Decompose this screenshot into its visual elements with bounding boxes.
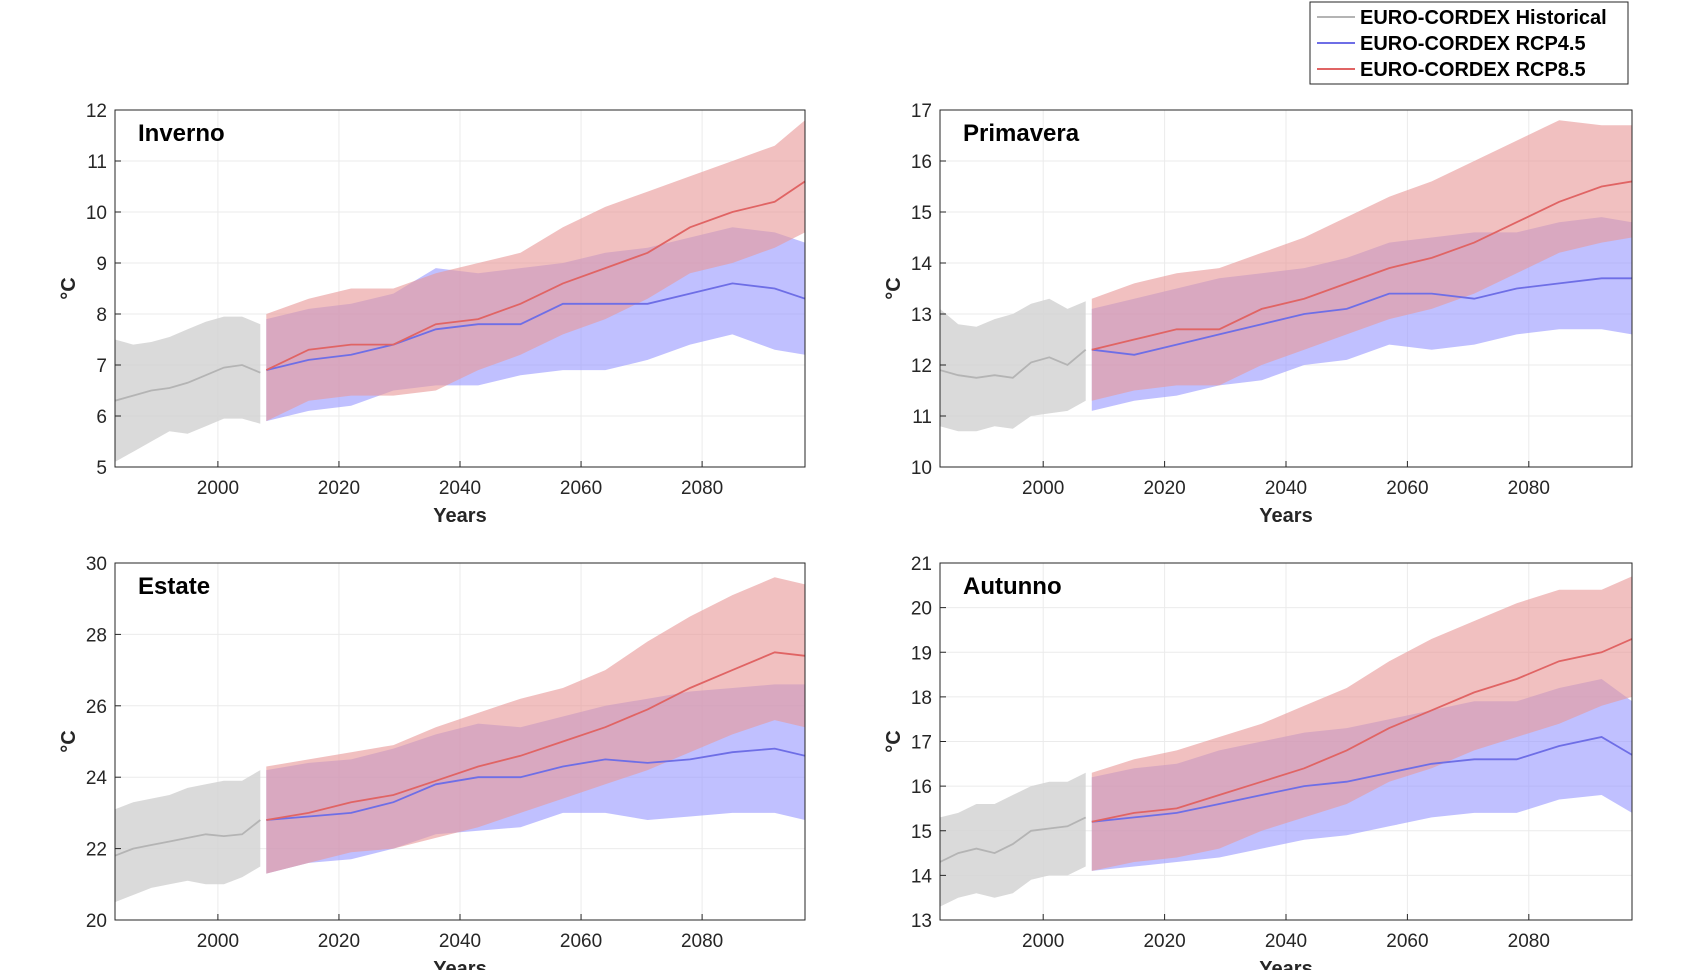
line-historical	[115, 819, 261, 857]
y-tick-label: 14	[911, 866, 933, 887]
line-rcp85	[1091, 638, 1632, 823]
x-tick-label: 2040	[439, 478, 481, 499]
y-tick-label: 21	[911, 554, 932, 575]
line-historical	[940, 349, 1087, 379]
y-tick-label: 17	[911, 733, 932, 754]
legend-label-rcp85: EURO-CORDEX RCP8.5	[1360, 59, 1586, 81]
x-axis-label: Years	[433, 958, 486, 970]
y-tick-label: 20	[911, 599, 932, 620]
y-tick-label: 26	[86, 697, 107, 718]
chart-panel-inverno: 2000 2020 2040 2060 2080 5 6 7 8 9 10 11 12 Years °C In…	[58, 101, 806, 527]
y-axis-label: °C	[58, 730, 80, 752]
line-rcp45	[266, 747, 805, 821]
line-historical	[115, 364, 261, 402]
y-tick-label: 28	[86, 625, 107, 646]
line-rcp85	[265, 180, 805, 371]
line-rcp85	[1091, 180, 1632, 351]
x-tick-label: 2020	[318, 478, 360, 499]
x-axis-label: Years	[1259, 958, 1312, 970]
y-tick-label: 11	[912, 407, 932, 428]
legend-box	[1309, 1, 1629, 85]
y-axis-label: °C	[883, 277, 905, 299]
y-tick-label: 8	[96, 305, 107, 326]
x-tick-label: 2080	[681, 931, 723, 952]
y-tick-label: 17	[911, 101, 932, 122]
y-tick-label: 10	[86, 203, 107, 224]
x-tick-label: 2060	[560, 478, 602, 499]
line-rcp45	[266, 282, 805, 371]
y-tick-label: 18	[911, 688, 932, 709]
x-axis-label: Years	[433, 505, 486, 527]
x-tick-label: 2000	[197, 931, 239, 952]
legend-label-rcp45: EURO-CORDEX RCP4.5	[1360, 33, 1586, 55]
band-historical	[115, 316, 261, 462]
y-tick-label: 24	[86, 768, 108, 789]
y-tick-label: 13	[911, 911, 932, 932]
line-historical	[940, 816, 1087, 863]
chart-panel-estate: 2000 2020 2040 2060 2080 20 22 24 26 28 30 Years °C E…	[58, 554, 806, 970]
panel-title: Primavera	[963, 120, 1080, 147]
y-tick-label: 6	[96, 407, 107, 428]
y-tick-label: 19	[911, 643, 932, 664]
y-tick-label: 5	[96, 458, 107, 479]
y-tick-label: 12	[86, 101, 107, 122]
y-tick-label: 20	[86, 911, 107, 932]
band-historical	[940, 298, 1086, 432]
band-historical	[115, 770, 261, 903]
x-tick-label: 2020	[318, 931, 360, 952]
y-tick-label: 12	[911, 356, 932, 377]
y-tick-label: 15	[911, 822, 932, 843]
y-tick-label: 30	[86, 554, 107, 575]
chart-panel-primavera: 2000 2020 2040 2060 2080 10 11 12 13 14 15 16 17 Year…	[883, 101, 1633, 527]
x-tick-label: 2080	[681, 478, 723, 499]
y-tick-label: 11	[87, 152, 107, 173]
x-axis-label: Years	[1259, 505, 1312, 527]
band-historical	[940, 772, 1086, 907]
y-tick-label: 16	[911, 777, 932, 798]
x-tick-label: 2060	[560, 931, 602, 952]
chart-panel-autunno: 2000 2020 2040 2060 2080 13 14 15 16 17 18 19 20 21 Ye…	[883, 554, 1633, 970]
y-tick-label: 15	[911, 203, 932, 224]
legend-label-historical: EURO-CORDEX Historical	[1360, 7, 1607, 29]
x-tick-label: 2020	[1143, 931, 1185, 952]
y-tick-label: 7	[96, 356, 107, 377]
x-tick-label: 2080	[1508, 931, 1550, 952]
x-tick-label: 2040	[439, 931, 481, 952]
x-tick-label: 2060	[1386, 478, 1428, 499]
x-tick-label: 2060	[1386, 931, 1428, 952]
line-rcp85	[266, 651, 805, 821]
band-rcp85	[1091, 576, 1632, 871]
y-tick-label: 22	[86, 840, 107, 861]
x-tick-label: 2040	[1265, 478, 1307, 499]
panel-title: Estate	[138, 573, 210, 600]
legend: EURO-CORDEX Historical EURO-CORDEX RCP4.…	[1309, 1, 1629, 85]
band-rcp85	[1091, 120, 1632, 401]
panel-title: Autunno	[963, 573, 1062, 600]
x-tick-label: 2000	[1022, 931, 1064, 952]
x-tick-label: 2000	[1022, 478, 1064, 499]
y-tick-label: 14	[911, 254, 933, 275]
x-tick-label: 2040	[1265, 931, 1307, 952]
y-tick-label: 9	[96, 254, 107, 275]
line-rcp45	[1091, 736, 1632, 823]
x-tick-label: 2080	[1508, 478, 1550, 499]
band-rcp85	[266, 120, 805, 422]
x-tick-label: 2020	[1143, 478, 1185, 499]
y-tick-label: 10	[911, 458, 932, 479]
y-axis-label: °C	[883, 730, 905, 752]
y-axis-label: °C	[58, 277, 80, 299]
chart-panels: 2000 2020 2040 2060 208056789101112Years°CIn…	[58, 101, 1633, 970]
y-tick-label: 13	[911, 305, 932, 326]
x-tick-label: 2000	[197, 478, 239, 499]
panel-title: Inverno	[138, 120, 225, 147]
y-tick-label: 16	[911, 152, 932, 173]
line-rcp45	[1091, 277, 1632, 356]
